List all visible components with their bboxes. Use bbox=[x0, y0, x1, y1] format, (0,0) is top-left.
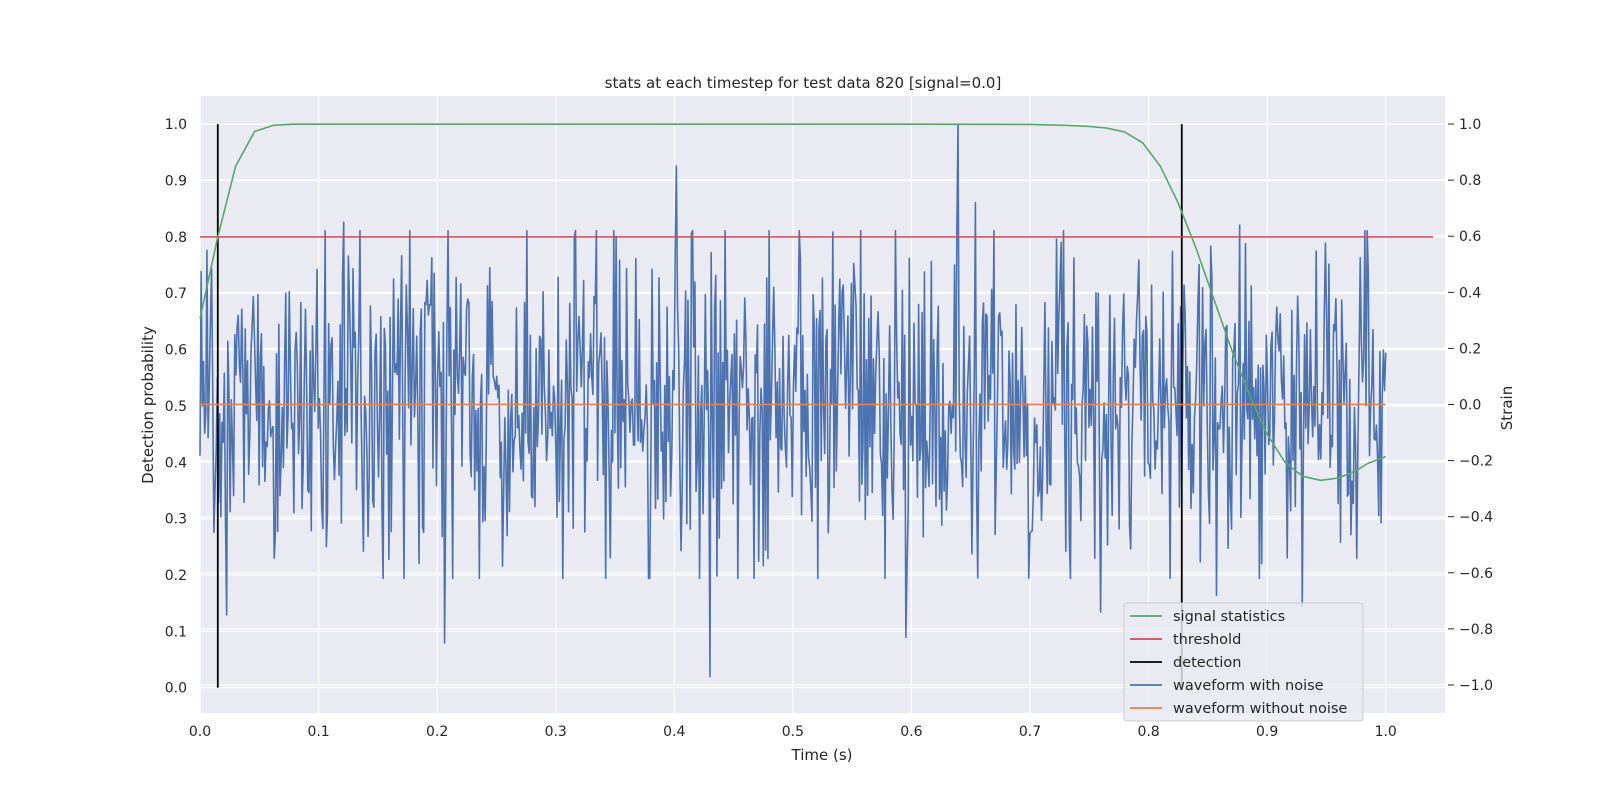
y2-axis-label: Strain bbox=[1498, 386, 1516, 430]
x-tick-label: 0.6 bbox=[900, 724, 922, 740]
y2-tick-label: −1.0 bbox=[1459, 678, 1493, 694]
legend-label-detection: detection bbox=[1173, 655, 1241, 671]
y-axis-label: Detection probability bbox=[139, 326, 157, 484]
y-tick-label: 0.9 bbox=[165, 174, 187, 190]
x-tick-label: 0.7 bbox=[1019, 724, 1041, 740]
series-layer bbox=[199, 123, 1434, 688]
y2-tick-label: −0.6 bbox=[1459, 566, 1493, 582]
y2-tick-label: −0.8 bbox=[1459, 622, 1493, 638]
legend-box bbox=[1123, 602, 1364, 722]
y2-tick-label: 0.2 bbox=[1459, 341, 1481, 357]
y2-tick-label: 0.4 bbox=[1459, 285, 1481, 301]
x-tick-label: 0.8 bbox=[1137, 724, 1159, 740]
x-tick-label: 1.0 bbox=[1375, 724, 1397, 740]
legend-label-threshold: threshold bbox=[1173, 632, 1241, 648]
x-tick-label: 0.4 bbox=[663, 724, 685, 740]
y2-tick-label: 1.0 bbox=[1459, 117, 1481, 133]
legend-label-waveform-without-noise: waveform without noise bbox=[1173, 701, 1347, 717]
y-tick-label: 0.2 bbox=[165, 568, 187, 584]
y-tick-label: 1.0 bbox=[165, 117, 187, 133]
y-tick-label: 0.0 bbox=[165, 681, 187, 697]
chart-title: stats at each timestep for test data 820… bbox=[605, 74, 1002, 92]
y-tick-label: 0.3 bbox=[165, 512, 187, 528]
y-tick-label: 0.7 bbox=[165, 286, 187, 302]
series-signal-statistics bbox=[199, 123, 1386, 482]
y2-tick-label: 0.0 bbox=[1459, 398, 1481, 414]
y-tick-label: 0.8 bbox=[165, 230, 187, 246]
x-tick-label: 0.5 bbox=[782, 724, 804, 740]
y-tick-label: 0.1 bbox=[165, 624, 187, 640]
x-axis-label: Time (s) bbox=[791, 746, 853, 764]
y2-tick-label: 0.8 bbox=[1459, 173, 1481, 189]
legend-label-signal-statistics: signal statistics bbox=[1173, 609, 1285, 625]
y2-tick-label: −0.4 bbox=[1459, 510, 1493, 526]
series-waveform-with-noise bbox=[199, 123, 1387, 678]
x-tick-label: 0.0 bbox=[189, 724, 211, 740]
y2-tick-label: −0.2 bbox=[1459, 454, 1493, 470]
legend-label-waveform-with-noise: waveform with noise bbox=[1173, 678, 1324, 694]
tick-labels: 0.0 0.1 0.2 0.3 0.4 0.5 0.6 0.7 0.8 0.9 1.0 0.0 0.1 0… bbox=[165, 117, 1493, 740]
y-tick-label: 0.4 bbox=[165, 455, 187, 471]
legend: signal statistics threshold detection wavef… bbox=[1123, 602, 1364, 722]
x-tick-label: 0.1 bbox=[307, 724, 329, 740]
y-tick-label: 0.5 bbox=[165, 399, 187, 415]
y2-tick-label: 0.6 bbox=[1459, 229, 1481, 245]
x-tick-label: 0.2 bbox=[426, 724, 448, 740]
y-tick-label: 0.6 bbox=[165, 343, 187, 359]
x-tick-label: 0.3 bbox=[545, 724, 567, 740]
x-tick-label: 0.9 bbox=[1256, 724, 1278, 740]
